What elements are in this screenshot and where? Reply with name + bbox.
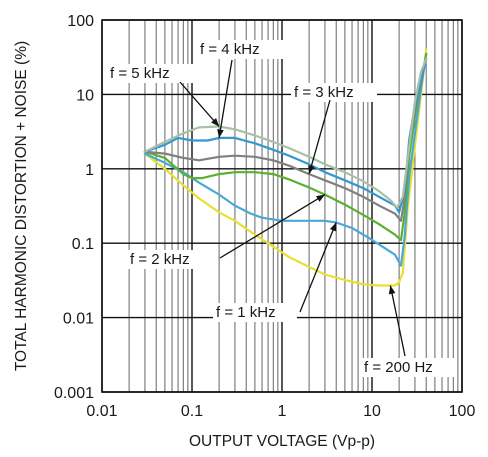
annotation-label: f = 5 kHz — [110, 65, 170, 82]
annotation-background — [197, 40, 283, 59]
x-tick-label: 10 — [363, 403, 381, 420]
annotation-leader — [299, 222, 337, 313]
y-tick-label: 0.1 — [72, 236, 94, 253]
annotation: f = 1 kHz — [213, 222, 337, 322]
annotation-leader — [389, 285, 406, 357]
plot-border — [101, 19, 463, 393]
annotation: f = 4 kHz — [197, 40, 283, 139]
annotation: f = 3 kHz — [291, 83, 377, 175]
x-axis-label: OUTPUT VOLTAGE (Vp-p) — [189, 433, 375, 450]
annotation-label: f = 2 kHz — [130, 251, 190, 268]
annotation: f = 200 Hz — [361, 285, 455, 377]
annotation-leader — [219, 194, 326, 259]
annotation-label: f = 4 kHz — [200, 41, 260, 58]
annotation-leader — [218, 59, 233, 139]
annotation-background — [127, 250, 213, 269]
y-tick-label: 100 — [67, 13, 94, 30]
annotation-background — [213, 303, 297, 322]
series-group — [143, 48, 428, 287]
annotation-background — [107, 64, 193, 83]
annotation-arrowhead — [388, 285, 396, 295]
y-tick-label: 1 — [85, 162, 94, 179]
annotation-background — [291, 83, 377, 102]
annotation-label: f = 1 kHz — [216, 304, 276, 321]
annotations-group: f = 5 kHz f = 4 kHz f = 3 kHz f = 2 kHz f = … — [107, 40, 455, 377]
x-tick-label: 1 — [278, 403, 287, 420]
series-line-6 — [143, 57, 428, 209]
annotation-label: f = 200 Hz — [364, 359, 433, 376]
x-tick-label: 0.01 — [86, 403, 117, 420]
y-axis-label: TOTAL HARMONIC DISTORTION + NOISE (%) — [13, 41, 30, 371]
series-line-3 — [143, 52, 428, 242]
y-tick-label: 0.001 — [54, 385, 94, 402]
annotation-leader — [308, 99, 331, 175]
annotation-arrowhead — [316, 194, 325, 202]
annotation-arrowhead — [308, 165, 315, 175]
annotation-leader — [179, 81, 220, 127]
series-line-2 — [143, 52, 428, 267]
plot-frame — [101, 19, 463, 393]
annotation-background — [361, 358, 455, 377]
annotation: f = 5 kHz — [107, 64, 220, 127]
annotation-label: f = 3 kHz — [294, 84, 354, 101]
y-tick-label: 10 — [76, 87, 94, 104]
annotation-arrowhead — [211, 118, 220, 127]
annotation-arrowhead — [217, 129, 224, 138]
y-tick-label: 0.01 — [63, 311, 94, 328]
x-tick-label: 0.1 — [181, 403, 203, 420]
annotation: f = 2 kHz — [127, 194, 326, 269]
annotation-arrowhead — [329, 222, 337, 232]
x-tick-label: 100 — [449, 403, 476, 420]
